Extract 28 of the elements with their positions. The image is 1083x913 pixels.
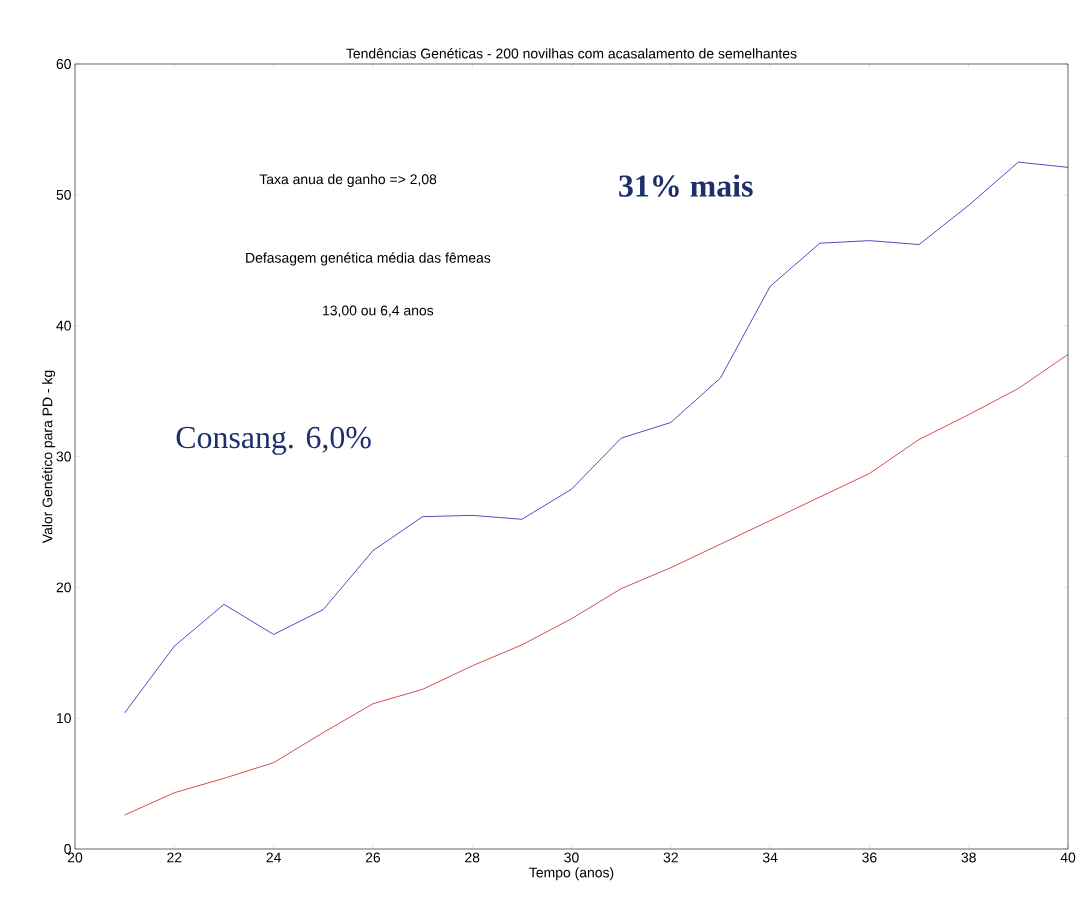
y-tick-label: 10: [57, 713, 71, 724]
x-tick-label: 34: [762, 852, 778, 863]
y-tick-label: 0: [64, 844, 71, 854]
line-series: [124, 161, 1069, 714]
annotation: 31% mais: [619, 174, 753, 197]
x-tick-label: 30: [564, 852, 579, 863]
y-tick-label: 40: [56, 320, 71, 331]
x-tick-label: 28: [465, 852, 480, 863]
y-tick-label: 20: [56, 582, 71, 593]
x-tick-label: 32: [663, 852, 678, 863]
x-tick-label: 20: [67, 852, 83, 863]
y-axis-title: Valor Genético para PD - kg: [41, 370, 56, 544]
annotation: Defasagem genética média das fêmeas: [246, 252, 491, 266]
x-tick-label: 26: [365, 852, 381, 863]
annotation: 13,00 ou 6,4 anos: [323, 305, 434, 318]
x-tick-label: 36: [862, 852, 877, 863]
y-tick-label: 30: [56, 451, 71, 462]
x-tick-label: 38: [961, 852, 976, 863]
x-tick-label: 40: [1060, 852, 1076, 863]
x-tick-label: 24: [266, 852, 281, 863]
x-axis-title: Tempo (anos): [529, 867, 614, 881]
line-series: [124, 354, 1069, 816]
y-tick-label: 50: [56, 189, 71, 200]
y-tick-label: 60: [56, 59, 71, 69]
annotation: Taxa anua de ganho => 2,08: [259, 173, 437, 187]
chart-title: Tendências Genéticas - 200 novilhas com acasalamento de semelhantes: [346, 48, 797, 59]
annotation: Consang. 6,0%: [176, 426, 371, 455]
x-tick-label: 22: [167, 852, 182, 863]
